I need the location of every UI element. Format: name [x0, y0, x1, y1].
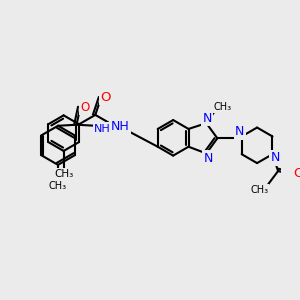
Text: N: N	[203, 152, 213, 165]
Text: N: N	[202, 112, 212, 125]
Text: CH₃: CH₃	[250, 185, 268, 195]
Text: O: O	[100, 91, 111, 103]
Text: NH: NH	[111, 120, 129, 133]
Text: O: O	[293, 167, 300, 180]
Text: CH₃: CH₃	[54, 169, 73, 179]
Text: N: N	[271, 152, 280, 164]
Text: O: O	[80, 101, 90, 114]
Text: CH₃: CH₃	[213, 102, 231, 112]
Text: CH₃: CH₃	[49, 181, 67, 191]
Text: NH: NH	[94, 124, 110, 134]
Text: N: N	[235, 125, 244, 138]
